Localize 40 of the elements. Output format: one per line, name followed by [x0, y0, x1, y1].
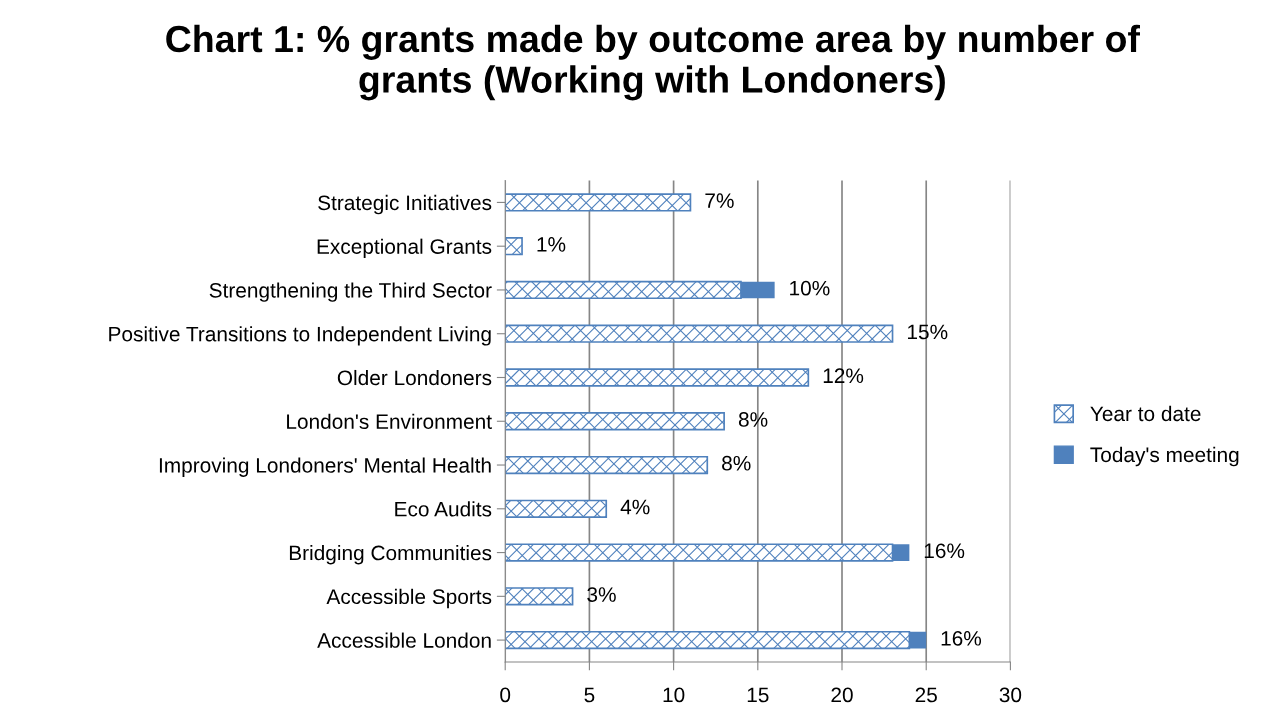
bar — [505, 412, 725, 431]
bar — [505, 455, 709, 475]
annotation: 8% — [722, 455, 751, 471]
x-tick-label: 25 — [915, 687, 937, 703]
annotation: 3% — [587, 587, 616, 602]
bar — [505, 368, 810, 387]
annotation: 10% — [790, 280, 830, 296]
chart-title: Chart 1: % grants made by outcome area by number of grants (Working with Londoners) — [166, 24, 1140, 101]
y-tick-label: Positive Transitions to Independent Living — [109, 326, 491, 346]
x-tick-label: 5 — [584, 687, 595, 703]
legend-label: Today's meeting — [1090, 446, 1239, 467]
legend-label: Year to date — [1090, 405, 1201, 422]
x-tick-label: 10 — [663, 687, 685, 703]
x-tick-label: 15 — [747, 687, 769, 703]
bar — [505, 587, 574, 606]
annotation: 8% — [738, 412, 768, 427]
bar — [505, 193, 692, 212]
bar — [505, 499, 608, 518]
annotation: 16% — [924, 543, 965, 559]
y-tick-label: Strategic Initiatives — [318, 194, 492, 215]
y-tick-label: Exceptional Grants — [317, 238, 492, 259]
annotation: 15% — [908, 324, 948, 340]
y-tick-label: Accessible Sports — [326, 588, 492, 609]
y-tick-label: Bridging Communities — [289, 545, 492, 565]
y-tick-label: London's Environment — [287, 413, 492, 430]
annotation: 16% — [941, 630, 982, 646]
bar — [505, 324, 894, 343]
annotation: 1% — [537, 237, 566, 252]
y-tick-label: Improving Londoners' Mental Health — [159, 457, 491, 477]
x-tick-label: 30 — [999, 687, 1022, 703]
annotation: 7% — [705, 193, 734, 208]
annotation: 4% — [620, 499, 650, 515]
y-tick-label: Older Londoners — [337, 369, 492, 386]
x-tick-label: 20 — [831, 687, 853, 703]
annotation: 12% — [823, 368, 864, 383]
y-tick-label: Accessible London — [317, 632, 491, 648]
y-tick-label: Strengthening the Third Sector — [209, 282, 492, 302]
bar — [505, 237, 523, 256]
y-tick-label: Eco Audits — [395, 501, 492, 517]
x-tick-label: 0 — [500, 687, 511, 703]
